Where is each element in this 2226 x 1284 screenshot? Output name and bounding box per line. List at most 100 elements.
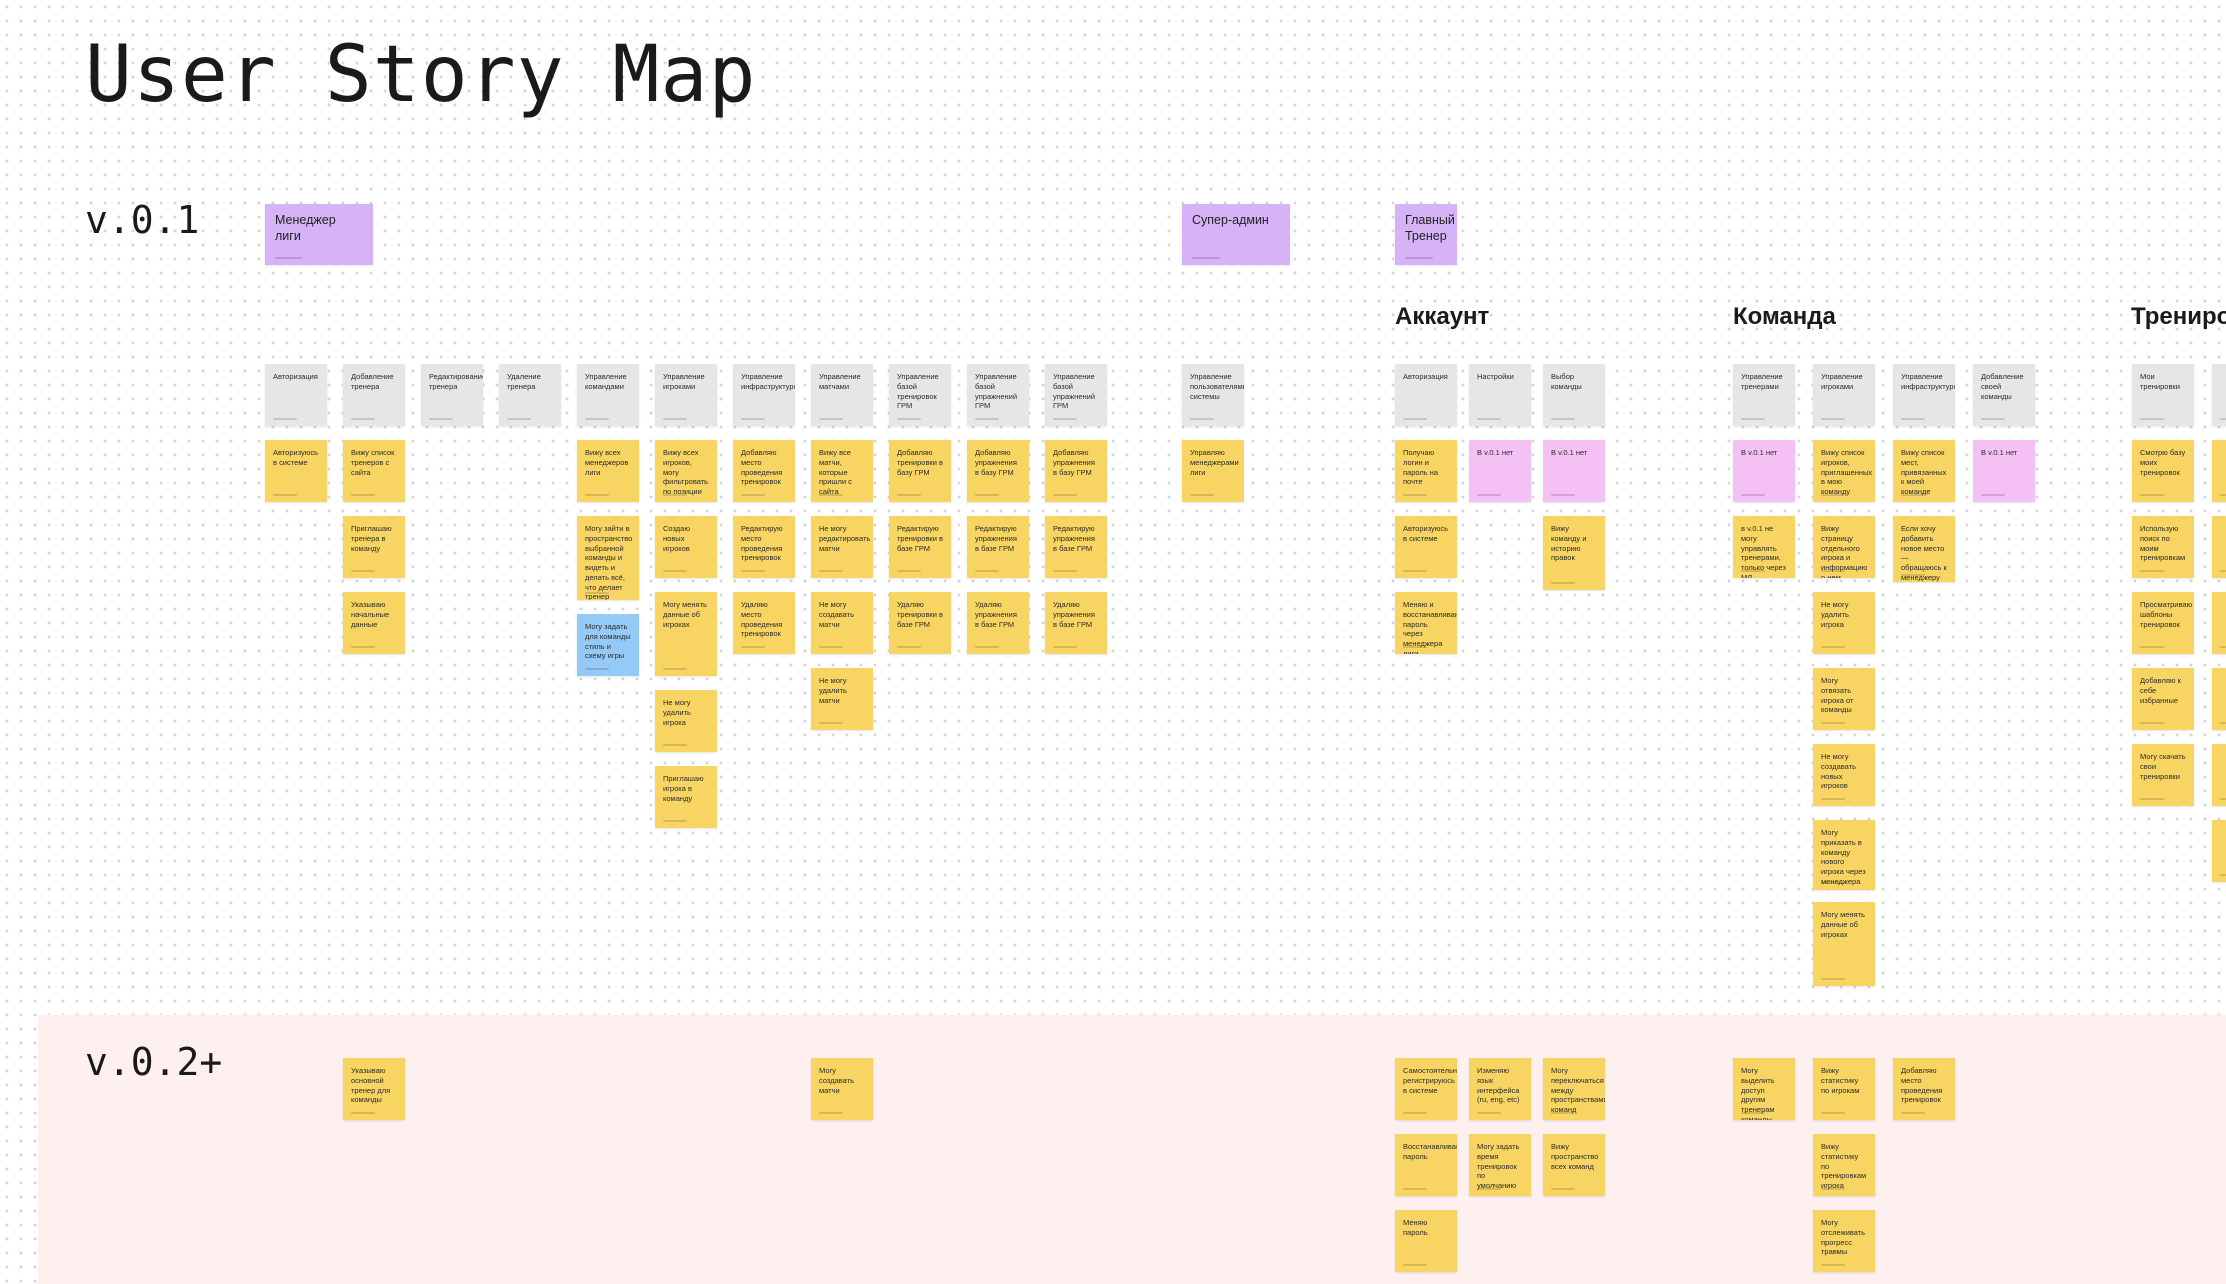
story-card[interactable]: Могу отвязать игрока от команды <box>1813 668 1875 730</box>
activity-card[interactable]: Управление матчами <box>811 364 873 426</box>
story-card[interactable]: Удаляю место проведения тренировок <box>733 592 795 654</box>
story-card-cropped[interactable] <box>2212 668 2226 730</box>
activity-card[interactable]: Управление базой упражнений ГРМ <box>967 364 1029 426</box>
story-card[interactable]: Меняю пароль <box>1395 1210 1457 1272</box>
story-card[interactable]: Редактирую место проведения тренировок <box>733 516 795 578</box>
story-card[interactable]: Удаляю тренировки в базе ГРМ <box>889 592 951 654</box>
story-card[interactable]: Вижу всех игроков, могу фильтровать по п… <box>655 440 717 502</box>
story-card[interactable]: Вижу список тренеров с сайта <box>343 440 405 502</box>
story-card[interactable]: Управляю менеджерами лиги <box>1182 440 1244 502</box>
activity-card[interactable]: Добавление тренера <box>343 364 405 426</box>
story-card[interactable]: Использую поиск по моим тренировкам <box>2132 516 2194 578</box>
story-card-cropped[interactable] <box>2212 744 2226 806</box>
story-card[interactable]: Приглашаю тренера в команду <box>343 516 405 578</box>
story-card[interactable]: Создаю новых игроков <box>655 516 717 578</box>
story-card[interactable]: Вижу команду и историю правок <box>1543 516 1605 590</box>
story-card[interactable]: Вижу всех менеджеров лиги <box>577 440 639 502</box>
story-card[interactable]: Редактирую тренировки в базе ГРМ <box>889 516 951 578</box>
story-card[interactable]: Добавляю упражнения в базу ГРМ <box>1045 440 1107 502</box>
story-card[interactable]: Могу приказать в команду нового игрока ч… <box>1813 820 1875 890</box>
activity-card[interactable]: Управление пользователями системы <box>1182 364 1244 426</box>
story-card[interactable]: Редактирую упражнения в базе ГРМ <box>967 516 1029 578</box>
story-card[interactable]: Авторизуюсь в системе <box>1395 516 1457 578</box>
story-card-cropped[interactable] <box>2212 820 2226 882</box>
activity-card[interactable]: Управление инфраструктурой <box>1893 364 1955 426</box>
story-card[interactable]: Могу менять данные об игроках <box>1813 902 1875 986</box>
story-card[interactable]: Удаляю упражнения в базе ГРМ <box>967 592 1029 654</box>
story-card[interactable]: Могу скачать свои тренировки <box>2132 744 2194 806</box>
story-card[interactable]: Вижу страницу отдельного игрока и информ… <box>1813 516 1875 578</box>
story-card[interactable]: Вижу список игроков, приглашенных в мою … <box>1813 440 1875 502</box>
story-card[interactable]: Могу создавать матчи <box>811 1058 873 1120</box>
role-card-league-manager[interactable]: Менеджер лиги <box>265 204 373 265</box>
activity-card[interactable]: Управление командами <box>577 364 639 426</box>
release-band-v02 <box>38 1015 2226 1284</box>
story-card[interactable]: Удаляю упражнения в базе ГРМ <box>1045 592 1107 654</box>
activity-card[interactable]: Авторизация <box>265 364 327 426</box>
story-card[interactable]: Самостоятельно регистрируюсь в системе <box>1395 1058 1457 1120</box>
story-card[interactable]: Не могу удалить игрока <box>1813 592 1875 654</box>
story-card-pink[interactable]: В v.0.1 нет <box>1973 440 2035 502</box>
story-card[interactable]: Вижу все матчи, которые пришли с сайта <box>811 440 873 502</box>
activity-card[interactable]: Управление тренерами <box>1733 364 1795 426</box>
story-card[interactable]: Указываю основной тренер для команды <box>343 1058 405 1120</box>
story-card[interactable]: Не могу редактировать матчи <box>811 516 873 578</box>
activity-card[interactable]: Мои тренировки <box>2132 364 2194 426</box>
story-card[interactable]: Могу менять данные об игроках <box>655 592 717 676</box>
story-card[interactable]: Вижу пространство всех команд <box>1543 1134 1605 1196</box>
activity-card[interactable]: Редактирование тренера <box>421 364 483 426</box>
story-card-cropped[interactable] <box>2212 516 2226 578</box>
story-card-cropped[interactable] <box>2212 440 2226 502</box>
story-card-cropped[interactable] <box>2212 592 2226 654</box>
story-card[interactable]: Добавляю место проведения тренировок <box>1893 1058 1955 1120</box>
story-card[interactable]: Могу отслеживать прогресс травмы <box>1813 1210 1875 1272</box>
story-card[interactable]: Не могу удалить матчи <box>811 668 873 730</box>
story-card[interactable]: в v.0.1 не могу управлять тренерами, тол… <box>1733 516 1795 578</box>
story-card[interactable]: Могу зайти в пространство выбранной кома… <box>577 516 639 600</box>
role-card-super-admin[interactable]: Супер-админ <box>1182 204 1290 265</box>
story-card-pink[interactable]: В v.0.1 нет <box>1543 440 1605 502</box>
section-title-account: Аккаунт <box>1395 303 1490 330</box>
activity-card[interactable] <box>2212 364 2226 426</box>
story-card[interactable]: Добавляю упражнения в базу ГРМ <box>967 440 1029 502</box>
activity-card[interactable]: Удаление тренера <box>499 364 561 426</box>
story-card[interactable]: Меняю и восстанавливаю пароль через мене… <box>1395 592 1457 654</box>
story-card[interactable]: Просматриваю шаблоны тренировок <box>2132 592 2194 654</box>
story-card[interactable]: Не могу создавать новых игроков <box>1813 744 1875 806</box>
section-title-team: Команда <box>1733 303 1836 330</box>
story-card[interactable]: Могу выделить доступ другим тренерам ком… <box>1733 1058 1795 1120</box>
story-card[interactable]: Если хочу добавить новое место — обращаю… <box>1893 516 1955 582</box>
story-card[interactable]: Вижу список мест, привязанных к моей ком… <box>1893 440 1955 502</box>
story-card[interactable]: Указываю начальные данные <box>343 592 405 654</box>
activity-card[interactable]: Управление базой упражнений ГРМ <box>1045 364 1107 426</box>
story-card[interactable]: Приглашаю игрока в команду <box>655 766 717 828</box>
story-card[interactable]: Добавляю место проведения тренировок <box>733 440 795 502</box>
version-label-v02: v.0.2+ <box>85 1040 223 1084</box>
story-card[interactable]: Получаю логин и пароль на почте <box>1395 440 1457 502</box>
story-card[interactable]: Не могу удалить игрока <box>655 690 717 752</box>
story-card[interactable]: Смотрю базу моих тренировок <box>2132 440 2194 502</box>
activity-card[interactable]: Авторизация <box>1395 364 1457 426</box>
story-card[interactable]: Редактирую упражнения в базе ГРМ <box>1045 516 1107 578</box>
activity-card[interactable]: Управление игроками <box>1813 364 1875 426</box>
activity-card[interactable]: Добавление своей команды <box>1973 364 2035 426</box>
role-card-head-coach[interactable]: Главный Тренер <box>1395 204 1457 265</box>
story-card[interactable]: Восстанавливаю пароль <box>1395 1134 1457 1196</box>
story-card[interactable]: Могу переключаться между пространствами … <box>1543 1058 1605 1120</box>
story-card-blue[interactable]: Могу задать для команды стиль и схему иг… <box>577 614 639 676</box>
story-card[interactable]: Могу задать время тренировок по умолчани… <box>1469 1134 1531 1196</box>
story-card[interactable]: Вижу статистику по игрокам <box>1813 1058 1875 1120</box>
activity-card[interactable]: Управление базой тренировок ГРМ <box>889 364 951 426</box>
story-card[interactable]: Авторизуюсь в системе <box>265 440 327 502</box>
story-card-pink[interactable]: В v.0.1 нет <box>1469 440 1531 502</box>
story-card[interactable]: Изменяю язык интерфейса (ru, eng, etc) <box>1469 1058 1531 1120</box>
story-card-pink[interactable]: В v.0.1 нет <box>1733 440 1795 502</box>
activity-card[interactable]: Настройки <box>1469 364 1531 426</box>
story-card[interactable]: Не могу создавать матчи <box>811 592 873 654</box>
story-card[interactable]: Вижу статистику по тренировкам игрока <box>1813 1134 1875 1196</box>
story-card[interactable]: Добавляю к себе избранные <box>2132 668 2194 730</box>
activity-card[interactable]: Выбор команды <box>1543 364 1605 426</box>
story-card[interactable]: Добавляю тренировки в базу ГРМ <box>889 440 951 502</box>
activity-card[interactable]: Управление игроками <box>655 364 717 426</box>
activity-card[interactable]: Управление инфраструктурой <box>733 364 795 426</box>
